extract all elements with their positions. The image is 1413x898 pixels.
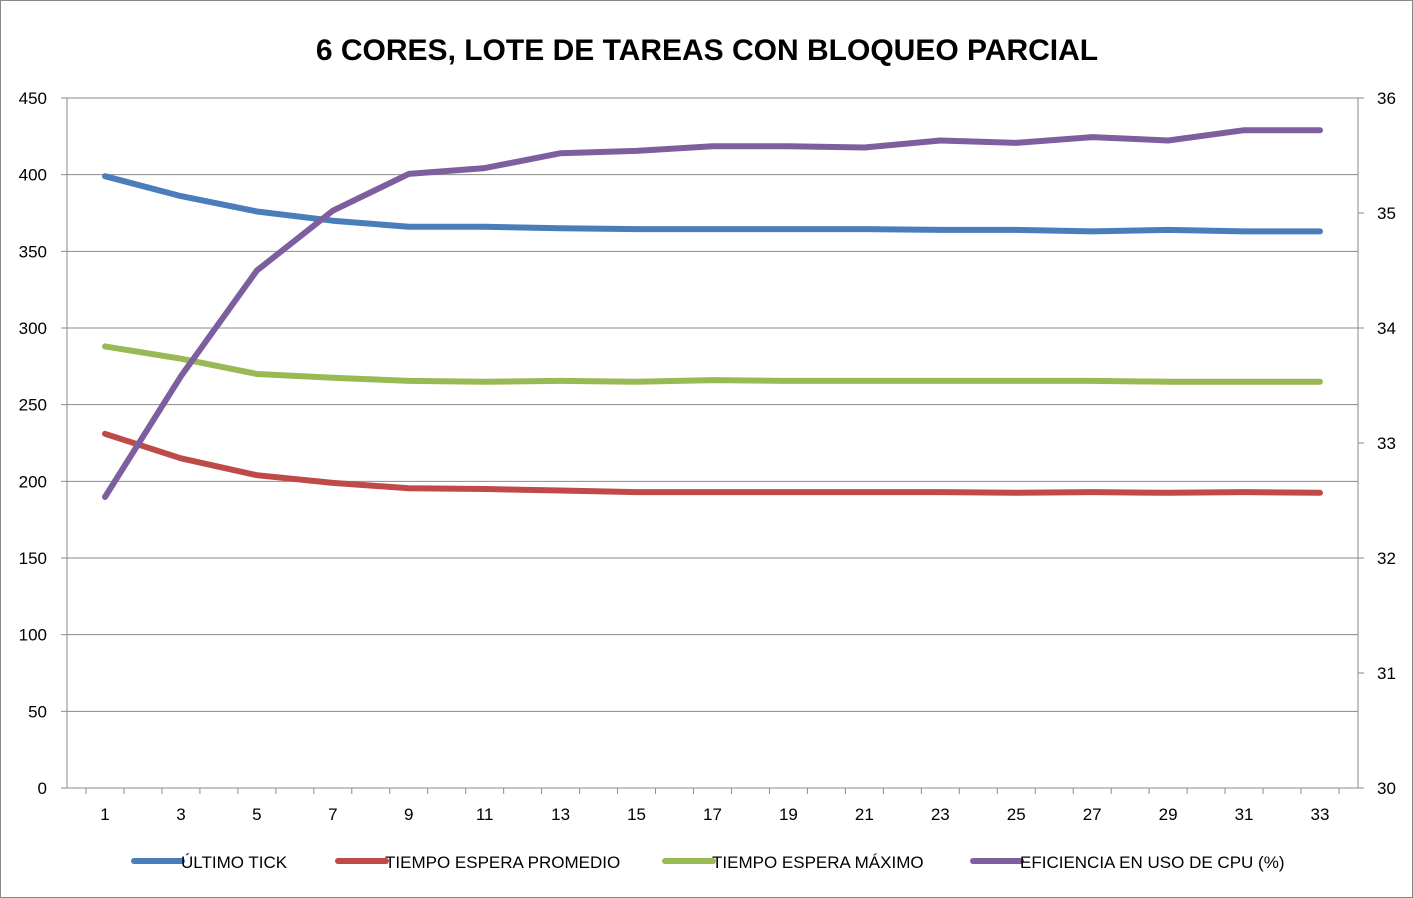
x-tick-label: 33	[1311, 805, 1330, 824]
left-tick-label: 100	[19, 626, 47, 645]
x-tick-label: 15	[627, 805, 646, 824]
legend: ÚLTIMO TICK TIEMPO ESPERA PROMEDIO TIEMPO …	[131, 853, 1284, 872]
x-tick-label: 17	[703, 805, 722, 824]
legend-label-2: TIEMPO ESPERA MÁXIMO	[712, 853, 924, 872]
series-line-1	[102, 430, 1323, 496]
right-tick-label: 34	[1377, 319, 1396, 338]
grid-lines	[67, 97, 1358, 789]
left-y-axis-ticks: 0 50 100 150 200 250 300 350 400 450	[19, 89, 67, 798]
legend-label-0: ÚLTIMO TICK	[181, 853, 288, 872]
x-tick-label: 5	[252, 805, 261, 824]
x-tick-label: 9	[404, 805, 413, 824]
right-tick-label: 32	[1377, 549, 1396, 568]
right-tick-label: 36	[1377, 89, 1396, 108]
right-tick-label: 30	[1377, 779, 1396, 798]
x-tick-label: 19	[779, 805, 798, 824]
x-tick-label: 25	[1007, 805, 1026, 824]
legend-label-3: EFICIENCIA EN USO DE CPU (%)	[1020, 853, 1284, 872]
left-tick-label: 300	[19, 319, 47, 338]
left-tick-label: 400	[19, 166, 47, 185]
series-line-0	[102, 173, 1323, 235]
x-tick-label: 13	[551, 805, 570, 824]
right-tick-label: 33	[1377, 434, 1396, 453]
x-tick-label: 27	[1083, 805, 1102, 824]
right-tick-label: 31	[1377, 664, 1396, 683]
series-lines	[102, 127, 1323, 500]
left-tick-label: 150	[19, 549, 47, 568]
legend-label-1: TIEMPO ESPERA PROMEDIO	[385, 853, 620, 872]
x-tick-label: 3	[176, 805, 185, 824]
right-y-axis-ticks: 30 31 32 33 34 35 36	[1358, 89, 1396, 798]
series-line-3	[102, 127, 1323, 500]
chart-title: 6 CORES, LOTE DE TAREAS CON BLOQUEO PARC…	[316, 34, 1098, 67]
left-tick-label: 350	[19, 242, 47, 261]
x-tick-label: 23	[931, 805, 950, 824]
left-tick-label: 450	[19, 89, 47, 108]
x-tick-label: 1	[100, 805, 109, 824]
x-tick-label: 21	[855, 805, 874, 824]
left-tick-label: 50	[28, 702, 47, 721]
x-tick-label: 11	[476, 805, 494, 824]
left-tick-label: 0	[38, 779, 47, 798]
left-tick-label: 250	[19, 396, 47, 415]
x-axis-ticks: 1 3 5 7 9 11 13 15 17 19 21 23 25 27 29 31 33	[85, 788, 1340, 824]
right-tick-label: 35	[1377, 204, 1396, 223]
series-line-2	[102, 343, 1323, 385]
x-tick-label: 29	[1159, 805, 1178, 824]
left-tick-label: 200	[19, 472, 47, 491]
x-tick-label: 7	[328, 805, 337, 824]
x-tick-label: 31	[1235, 805, 1254, 824]
